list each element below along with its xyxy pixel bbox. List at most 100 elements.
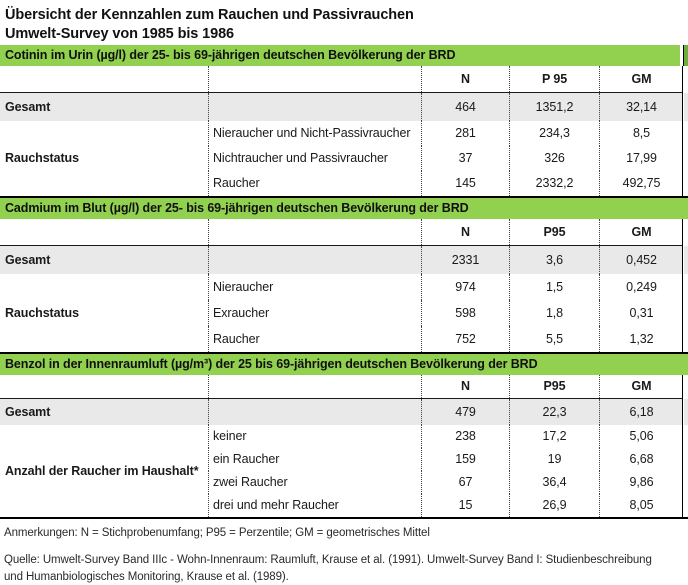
cell-p95: 19 [509,448,599,471]
empty-cell [208,66,421,92]
cell-p95: 5,5 [509,326,599,352]
column-header-gm: GM [599,66,683,92]
cell-p95: 326 [509,146,599,171]
section-benzol: Benzol in der Innenraumluft (µg/m³) der … [0,354,688,519]
cell-n: 752 [421,326,509,352]
section-cadmium: Cadmium im Blut (µg/l) der 25- bis 69-jä… [0,198,688,354]
column-header-p95: P95 [509,375,599,398]
cell-n: 67 [421,471,509,494]
cell-p95: 36,4 [509,471,599,494]
cell-p95: 26,9 [509,494,599,517]
subrow-label: ein Raucher [208,448,421,471]
cell-p95: 3,6 [509,246,599,274]
subrow-label: Exraucher [208,300,421,326]
section-cadmium-header-bar: Cadmium im Blut (µg/l) der 25- bis 69-jä… [0,198,688,219]
empty-cell [208,399,421,425]
green-header-bar: Cadmium im Blut (µg/l) der 25- bis 69-jä… [0,198,688,219]
cell-gm: 6,68 [599,448,683,471]
cell-gm: 1,32 [599,326,683,352]
cell-gm: 17,99 [599,146,683,171]
row-continuation-sliver [684,246,688,274]
cell-p95: 2332,2 [509,171,599,196]
cell-n: 238 [421,425,509,448]
section-cotinin: Cotinin im Urin (µg/l) der 25- bis 69-jä… [0,45,688,198]
table-row-gesamt: Gesamt 479 22,3 6,18 [0,399,688,425]
subrow-label: Nieraucher und Nicht-Passivraucher [208,121,421,146]
table-right-border [682,66,683,517]
group-rauchstatus: Rauchstatus Nieraucher und Nicht-Passivr… [0,121,683,196]
subrow-label: Raucher [208,326,421,352]
table-row-gesamt: Gesamt 2331 3,6 0,452 [0,246,688,274]
row-label: Gesamt [5,405,51,419]
cell-gm: 0,452 [599,246,683,274]
statistics-table: Cotinin im Urin (µg/l) der 25- bis 69-jä… [0,45,688,519]
cell-gm: 9,86 [599,471,683,494]
gesamt-row-grid: Gesamt 2331 3,6 0,452 [0,246,683,274]
cell-gm: 492,75 [599,171,683,196]
cell-gm: 6,18 [599,399,683,425]
gesamt-row-grid: Gesamt 464 1351,2 32,14 [0,93,683,121]
subrow-label: drei und mehr Raucher [208,494,421,517]
cell-p95: 1,5 [509,274,599,300]
subrow-label: keiner [208,425,421,448]
cell-gm: 0,31 [599,300,683,326]
cell-gm: 8,05 [599,494,683,517]
table-continuation-sliver [683,45,688,66]
column-header-row: N P 95 GM [0,66,683,93]
cell-n: 159 [421,448,509,471]
column-header-p95: P 95 [509,66,599,92]
footnote-anmerkungen: Anmerkungen: N = Stichprobenumfang; P95 … [4,527,430,539]
cell-gm: 0,249 [599,274,683,300]
group-label: Rauchstatus [5,151,79,165]
page-title-line-2: Umwelt-Survey von 1985 bis 1986 [5,26,235,42]
table-row-gesamt: Gesamt 464 1351,2 32,14 [0,93,688,121]
green-header-bar: Cotinin im Urin (µg/l) der 25- bis 69-jä… [0,45,680,66]
cell-p95: 1351,2 [509,93,599,121]
column-header-row: N P95 GM [0,375,683,399]
cell-n: 2331 [421,246,509,274]
empty-cell [208,93,421,121]
column-header-gm: GM [599,219,683,245]
green-header-bar: Benzol in der Innenraumluft (µg/m³) der … [0,354,688,375]
column-header-n: N [421,219,509,245]
cell-n: 974 [421,274,509,300]
cell-p95: 1,8 [509,300,599,326]
row-label: Gesamt [5,253,51,267]
section-cotinin-title: Cotinin im Urin (µg/l) der 25- bis 69-jä… [5,48,456,62]
empty-cell [0,219,208,245]
column-header-n: N [421,66,509,92]
empty-cell [0,375,208,398]
cell-gm: 8,5 [599,121,683,146]
row-gap [683,399,684,425]
bar-gap [680,45,683,66]
section-benzol-header-bar: Benzol in der Innenraumluft (µg/m³) der … [0,354,688,375]
empty-cell [208,375,421,398]
column-header-n: N [421,375,509,398]
subrow-label: Nieraucher [208,274,421,300]
group-raucher-im-haushalt: Anzahl der Raucher im Haushalt* keiner 2… [0,425,683,517]
cell-p95: 234,3 [509,121,599,146]
column-header-gm: GM [599,375,683,398]
cell-p95: 22,3 [509,399,599,425]
row-label: Gesamt [5,100,51,114]
cell-n: 145 [421,171,509,196]
cell-n: 15 [421,494,509,517]
cell-p95: 17,2 [509,425,599,448]
footnote-quelle: Quelle: Umwelt-Survey Band IIIc - Wohn-I… [4,554,652,583]
subrow-label: zwei Raucher [208,471,421,494]
page-title-line-1: Übersicht der Kennzahlen zum Rauchen und… [5,7,414,23]
group-rauchstatus: Rauchstatus Nieraucher 974 1,5 0,249 Exr… [0,274,683,352]
cell-n: 37 [421,146,509,171]
section-cotinin-header-bar: Cotinin im Urin (µg/l) der 25- bis 69-jä… [0,45,688,66]
cell-n: 281 [421,121,509,146]
empty-cell [208,219,421,245]
cell-gm: 5,06 [599,425,683,448]
row-gap [683,93,684,121]
cell-n: 479 [421,399,509,425]
gesamt-row-grid: Gesamt 479 22,3 6,18 [0,399,683,425]
subrow-label: Nichtraucher und Passivraucher [208,146,421,171]
group-label: Anzahl der Raucher im Haushalt* [5,463,199,478]
empty-cell [0,66,208,92]
empty-cell [208,246,421,274]
